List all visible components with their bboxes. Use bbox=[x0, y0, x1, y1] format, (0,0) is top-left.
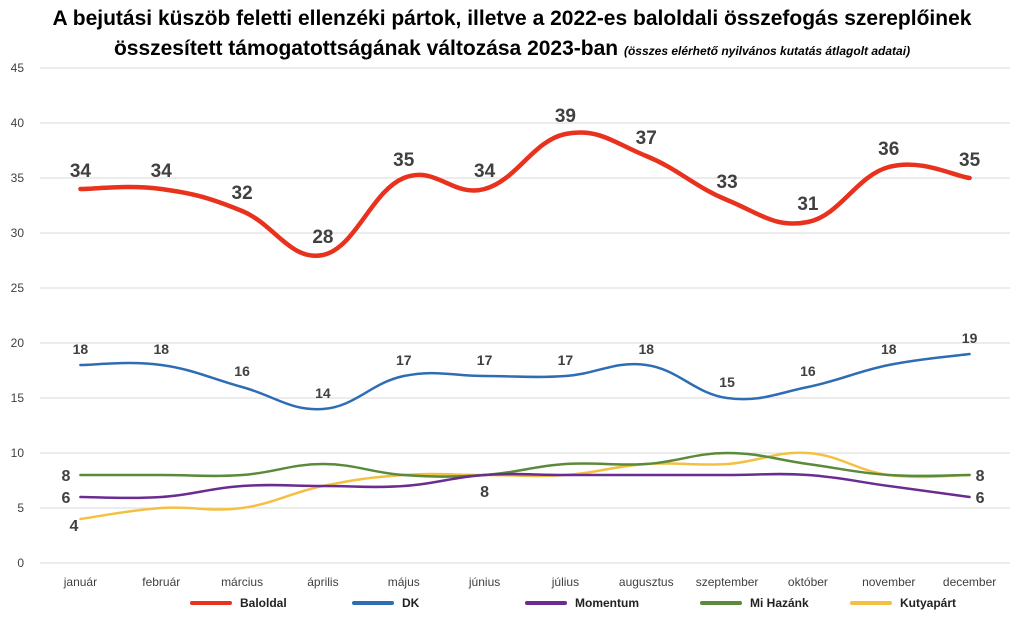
y-tick-label: 0 bbox=[17, 556, 24, 570]
data-label: 6 bbox=[62, 490, 71, 507]
data-label: 37 bbox=[636, 128, 657, 149]
legend: Baloldal DK Momentum Mi Hazánk Kutyapárt bbox=[0, 596, 1024, 616]
chart-title-line2: összesített támogatottságának változása … bbox=[113, 37, 619, 60]
legend-item: Mi Hazánk bbox=[700, 596, 809, 610]
series-line-momentum bbox=[79, 472, 971, 500]
chart-title: A bejutási küszöb feletti ellenzéki párt… bbox=[0, 4, 1024, 66]
x-tick-label: december bbox=[943, 575, 996, 589]
gridlines bbox=[40, 67, 1010, 564]
x-tick-label: november bbox=[862, 575, 915, 589]
y-axis-ticks: 0 5 10 15 20 25 30 35 40 45 bbox=[11, 61, 25, 570]
series-line-dk bbox=[79, 352, 971, 411]
x-axis-ticks: január február március április május június jú… bbox=[63, 575, 997, 589]
x-tick-label: február bbox=[142, 575, 180, 589]
y-tick-label: 25 bbox=[11, 281, 25, 295]
chart-title-line2-wrap: összesített támogatottságának változása … bbox=[0, 34, 1024, 66]
series-line-baloldal bbox=[78, 130, 972, 259]
data-label: 18 bbox=[638, 341, 654, 357]
y-tick-label: 40 bbox=[11, 116, 25, 130]
data-label: 17 bbox=[558, 352, 574, 368]
x-tick-label: június bbox=[468, 575, 500, 589]
x-tick-label: május bbox=[388, 575, 420, 589]
series-line-mi-hazánk bbox=[79, 451, 971, 478]
data-label: 32 bbox=[232, 183, 253, 204]
legend-label: DK bbox=[402, 596, 420, 610]
legend-label: Baloldal bbox=[240, 596, 287, 610]
data-label: 16 bbox=[234, 363, 250, 379]
y-tick-label: 20 bbox=[11, 336, 25, 350]
series-line-kutyapárt bbox=[79, 451, 971, 521]
data-label: 34 bbox=[70, 161, 92, 182]
data-labels: 34 34 32 28 35 34 39 37 33 31 36 35 18 18 16 14 17 17 17 18… bbox=[62, 106, 985, 535]
y-tick-label: 45 bbox=[11, 61, 25, 75]
data-label: 34 bbox=[474, 161, 496, 182]
x-tick-label: augusztus bbox=[619, 575, 674, 589]
x-tick-label: január bbox=[63, 575, 97, 589]
data-label: 17 bbox=[396, 352, 412, 368]
data-label: 18 bbox=[73, 341, 89, 357]
data-label: 18 bbox=[881, 341, 897, 357]
legend-item: DK bbox=[352, 596, 419, 610]
legend-label: Mi Hazánk bbox=[750, 596, 809, 610]
data-label: 15 bbox=[719, 374, 735, 390]
data-label: 33 bbox=[717, 172, 738, 193]
data-label: 8 bbox=[62, 468, 71, 485]
data-label: 19 bbox=[962, 330, 978, 346]
data-label: 34 bbox=[151, 161, 173, 182]
data-label: 8 bbox=[976, 468, 985, 485]
y-tick-label: 35 bbox=[11, 171, 25, 185]
y-tick-label: 5 bbox=[17, 501, 24, 515]
x-tick-label: július bbox=[551, 575, 579, 589]
legend-item: Baloldal bbox=[190, 596, 287, 610]
y-tick-label: 30 bbox=[11, 226, 25, 240]
y-tick-label: 10 bbox=[11, 446, 25, 460]
legend-swatch bbox=[700, 601, 742, 605]
legend-swatch bbox=[352, 601, 394, 605]
x-tick-label: március bbox=[221, 575, 263, 589]
data-label: 4 bbox=[70, 518, 79, 535]
data-label: 36 bbox=[878, 139, 899, 160]
legend-swatch bbox=[525, 601, 567, 605]
legend-label: Kutyapárt bbox=[900, 596, 957, 610]
legend-item: Kutyapárt bbox=[850, 596, 956, 610]
legend-item: Momentum bbox=[525, 596, 639, 610]
series-lines bbox=[78, 130, 972, 521]
legend-swatch bbox=[190, 601, 232, 605]
x-tick-label: szeptember bbox=[696, 575, 759, 589]
data-label: 35 bbox=[959, 150, 981, 171]
data-label: 17 bbox=[477, 352, 493, 368]
data-label: 18 bbox=[153, 341, 169, 357]
x-tick-label: április bbox=[307, 575, 338, 589]
data-label: 14 bbox=[315, 385, 331, 401]
data-label: 8 bbox=[480, 484, 489, 501]
data-label: 31 bbox=[797, 194, 819, 215]
y-tick-label: 15 bbox=[11, 391, 25, 405]
data-label: 16 bbox=[800, 363, 816, 379]
data-label: 6 bbox=[976, 490, 985, 507]
data-label: 28 bbox=[312, 227, 333, 248]
chart-title-line1: A bejutási küszöb feletti ellenzéki párt… bbox=[52, 7, 972, 30]
chart-subtitle: (összes elérhető nyilvános kutatás átlag… bbox=[623, 44, 911, 58]
x-tick-label: október bbox=[788, 575, 828, 589]
data-label: 39 bbox=[555, 106, 576, 127]
data-label: 35 bbox=[393, 150, 415, 171]
legend-label: Momentum bbox=[575, 596, 639, 610]
legend-swatch bbox=[850, 601, 892, 605]
